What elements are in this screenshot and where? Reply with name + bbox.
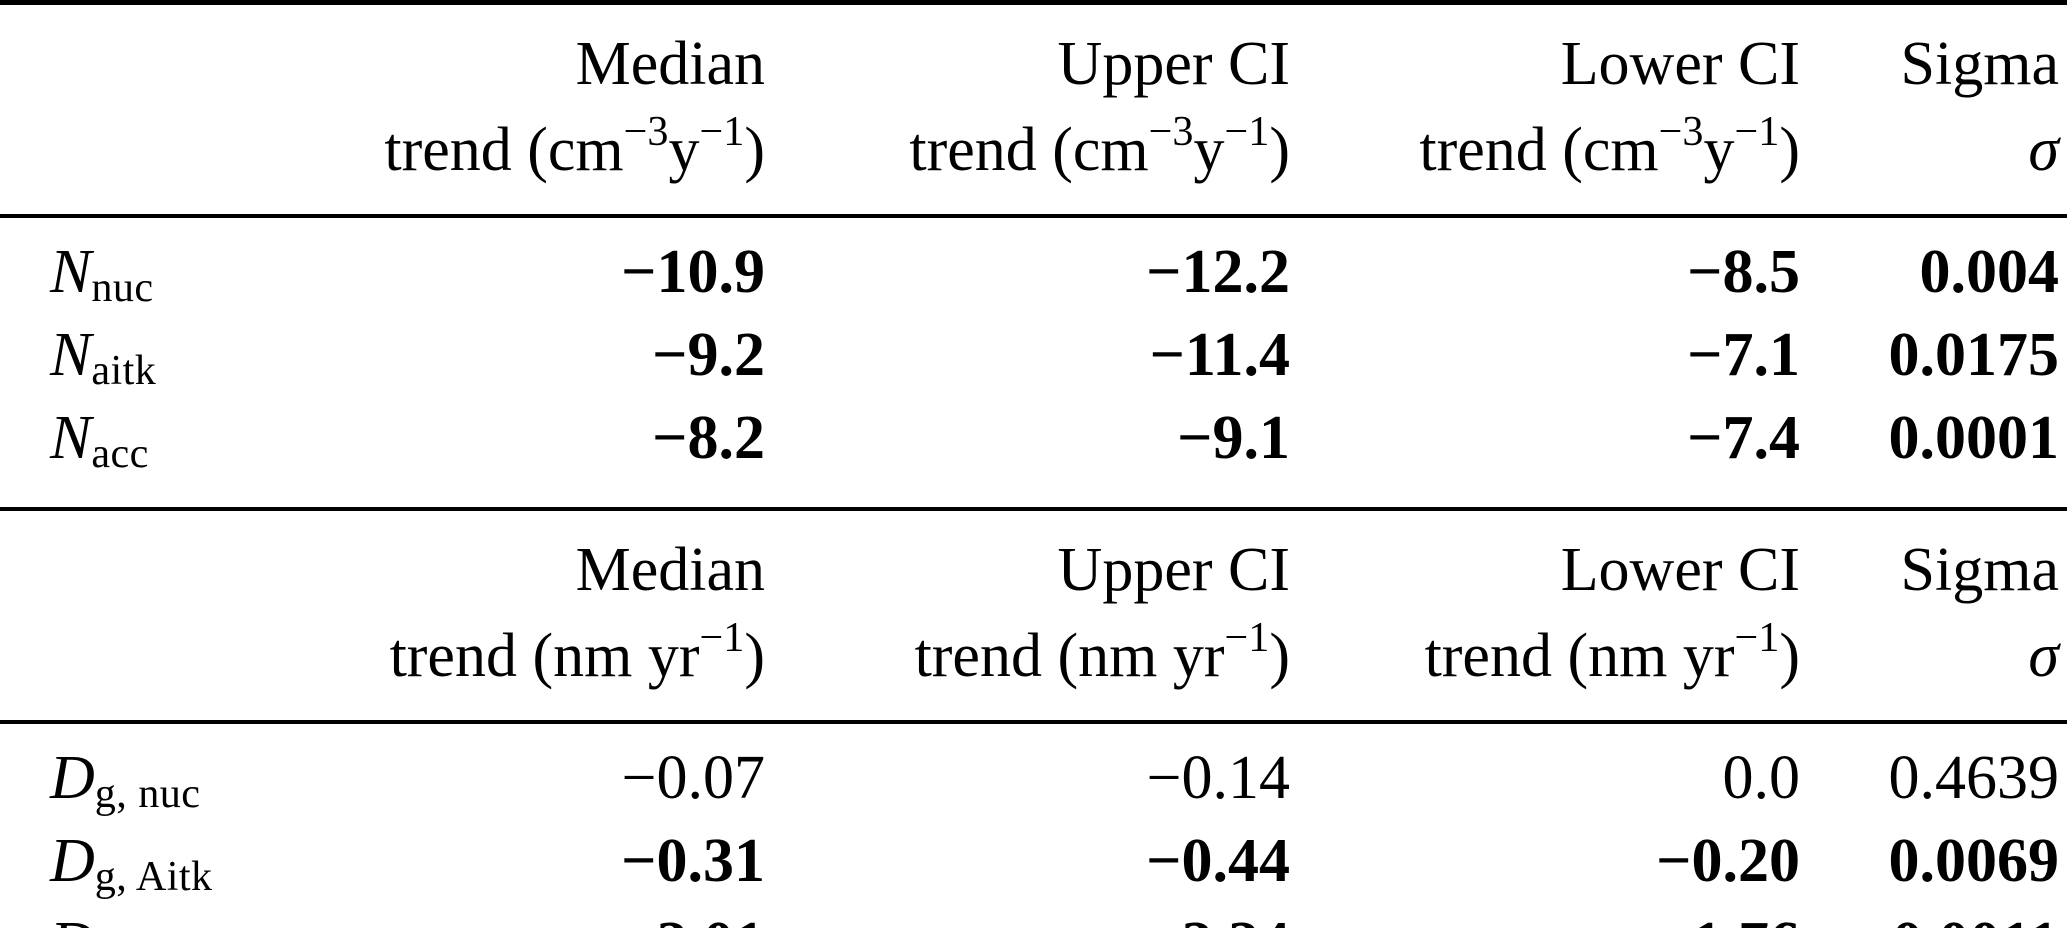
row-label-n-aitk: Naitk	[50, 321, 157, 395]
number-header-lower-title: Lower CI	[1290, 0, 1800, 107]
cell-lower-ci: −7.1	[1687, 321, 1800, 389]
cell-sigma: 0.0001	[1800, 400, 2067, 511]
row-label-n-acc: Nacc	[0, 400, 340, 511]
number-header-line2-row: trend (cm−3y−1) trend (cm−3y−1) trend (c…	[0, 107, 2067, 218]
cell-upper-ci: −2.24	[765, 906, 1290, 928]
diameter-table-header: Median Upper CI Lower CI Sigma trend (nm…	[0, 509, 2067, 724]
cell-median: −0.31	[621, 827, 765, 895]
cell-median: −10.9	[621, 238, 765, 306]
diameter-header-empty-cell2	[0, 613, 340, 724]
cell-upper-ci: −9.1	[765, 400, 1290, 511]
cell-upper-ci: −12.2	[1146, 238, 1290, 306]
cell-lower-ci: −0.20	[1656, 827, 1800, 895]
table-row-dg-acc: Dg, acc −2.01 −2.24 −1.76 0.0011	[0, 906, 2067, 928]
number-header-line1-row: Median Upper CI Lower CI Sigma	[0, 0, 2067, 107]
cell-sigma: 0.4639	[1888, 744, 2060, 812]
row-label-dg-acc: Dg, acc	[0, 906, 340, 928]
diameter-header-empty-cell	[0, 509, 340, 613]
number-header-empty-cell	[0, 0, 340, 107]
table-row-dg-aitk: Dg, Aitk −0.31 −0.44 −0.20 0.0069	[0, 823, 2067, 906]
diameter-header-sigma-symbol: σ	[1800, 613, 2067, 724]
number-header-lower-unit: trend (cm−3y−1)	[1290, 107, 1800, 218]
diameter-header-upper-title: Upper CI	[1057, 536, 1290, 604]
number-header-sigma-title: Sigma	[1800, 0, 2067, 107]
diameter-header-line1-row: Median Upper CI Lower CI Sigma	[0, 509, 2067, 613]
cell-upper-ci: −0.14	[1146, 744, 1290, 812]
diameter-header-lower-unit: trend (nm yr−1)	[1290, 613, 1800, 724]
cell-sigma: 0.0069	[1888, 827, 2060, 895]
cell-median: −9.2	[652, 321, 765, 389]
diameter-header-line2-row: trend (nm yr−1) trend (nm yr−1) trend (n…	[0, 613, 2067, 724]
diameter-table-body: Dg, nuc −0.07 −0.14 0.0 0.4639 Dg, Aitk …	[0, 722, 2067, 928]
diameter-header-lower-title: Lower CI	[1560, 536, 1800, 604]
table-row-n-nuc: Nnuc −10.9 −12.2 −8.5 0.004	[0, 216, 2067, 317]
cell-upper-ci: −0.44	[1146, 827, 1290, 895]
diameter-header-median-unit: trend (nm yr−1)	[340, 613, 765, 724]
number-header-upper-title: Upper CI	[765, 0, 1290, 107]
cell-lower-ci: −8.5	[1687, 238, 1800, 306]
number-header-sigma-symbol: σ	[1800, 107, 2067, 218]
cell-lower-ci: −7.4	[1290, 400, 1800, 511]
diameter-header-upper-unit: trend (nm yr−1)	[765, 613, 1290, 724]
number-header-median-title: Median	[340, 0, 765, 107]
number-header-upper-unit: trend (cm−3y−1)	[765, 107, 1290, 218]
diameter-header-median-title: Median	[575, 536, 765, 604]
table-row-n-acc: Nacc −8.2 −9.1 −7.4 0.0001	[0, 400, 2067, 511]
number-table-body: Nnuc −10.9 −12.2 −8.5 0.004 Naitk −9.2 −…	[0, 216, 2067, 511]
cell-upper-ci: −11.4	[1149, 321, 1290, 389]
cell-lower-ci: −1.76	[1290, 906, 1800, 928]
table-row-dg-nuc: Dg, nuc −0.07 −0.14 0.0 0.4639	[0, 722, 2067, 823]
cell-sigma: 0.004	[1919, 238, 2060, 306]
number-table-header: Median Upper CI Lower CI Sigma trend (cm…	[0, 0, 2067, 218]
number-header-median-unit: trend (cm−3y−1)	[340, 107, 765, 218]
table-row-n-aitk: Naitk −9.2 −11.4 −7.1 0.0175	[0, 317, 2067, 400]
row-label-n-nuc: Nnuc	[50, 238, 154, 312]
row-label-dg-nuc: Dg, nuc	[50, 744, 201, 818]
cell-median: −0.07	[621, 744, 765, 812]
cell-median: −8.2	[340, 400, 765, 511]
row-label-dg-aitk: Dg, Aitk	[50, 827, 213, 901]
cell-sigma: 0.0175	[1888, 321, 2060, 389]
diameter-header-sigma-title: Sigma	[1900, 536, 2059, 604]
cell-sigma: 0.0011	[1800, 906, 2067, 928]
number-header-empty-cell2	[0, 107, 340, 218]
cell-lower-ci: 0.0	[1722, 744, 1801, 812]
cell-median: −2.01	[340, 906, 765, 928]
